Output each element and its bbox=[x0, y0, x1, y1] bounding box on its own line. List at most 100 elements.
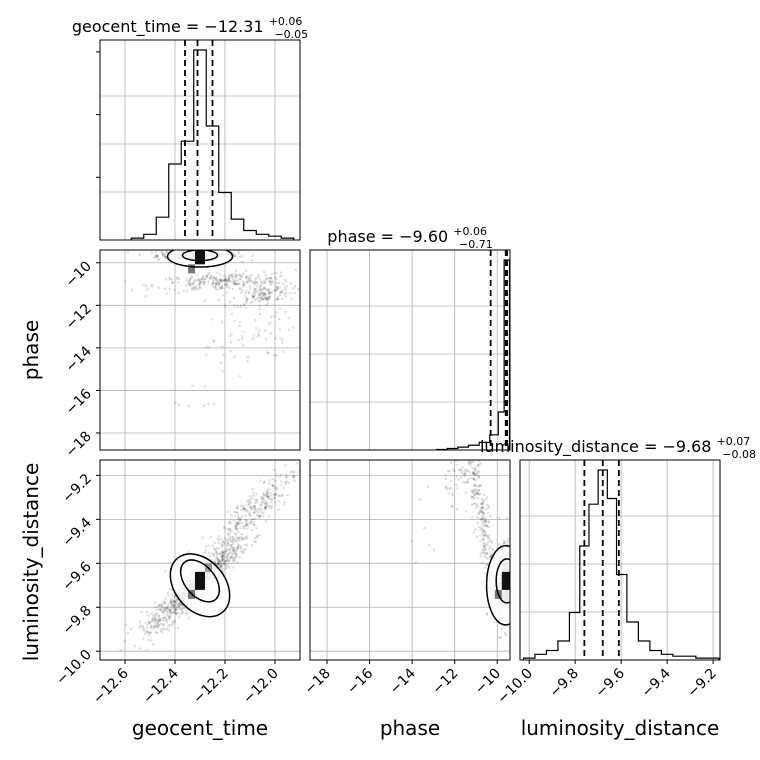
scatter-point bbox=[262, 294, 266, 298]
scatter-point bbox=[234, 553, 237, 556]
scatter-point bbox=[227, 280, 230, 283]
scatter-point bbox=[238, 539, 241, 542]
scatter-point bbox=[233, 254, 236, 258]
scatter-point bbox=[167, 628, 170, 632]
scatter-point bbox=[262, 497, 265, 500]
scatter-point bbox=[267, 287, 271, 291]
scatter-point bbox=[274, 289, 277, 292]
scatter-point bbox=[180, 607, 184, 611]
scatter-point bbox=[131, 288, 134, 292]
scatter-point bbox=[490, 552, 493, 555]
scatter-point bbox=[230, 545, 233, 548]
scatter-point bbox=[217, 298, 221, 302]
scatter-point bbox=[262, 481, 266, 484]
scatter-point bbox=[169, 608, 172, 611]
scatter-point bbox=[264, 501, 268, 505]
scatter-point bbox=[271, 505, 274, 509]
scatter-point bbox=[221, 544, 225, 547]
scatter-point bbox=[156, 619, 159, 623]
scatter-point bbox=[235, 523, 238, 526]
scatter-point bbox=[233, 254, 237, 258]
y-tick-label: −10 bbox=[63, 258, 95, 290]
scatter-point bbox=[257, 293, 261, 297]
scatter-point bbox=[227, 274, 231, 277]
scatter-point bbox=[279, 483, 283, 487]
scatter-point bbox=[302, 465, 305, 468]
scatter-point bbox=[480, 517, 484, 521]
scatter-point bbox=[165, 613, 169, 616]
scatter-point bbox=[242, 527, 245, 530]
scatter-point bbox=[223, 550, 227, 554]
scatter-point bbox=[214, 549, 218, 553]
scatter-point bbox=[481, 502, 484, 506]
scatter-point bbox=[236, 282, 239, 286]
scatter-point bbox=[213, 541, 216, 544]
histogram-step bbox=[435, 259, 511, 451]
scatter-point bbox=[141, 624, 144, 628]
scatter-point bbox=[483, 516, 487, 520]
density-peak bbox=[501, 571, 510, 590]
scatter-point bbox=[161, 253, 165, 256]
scatter-point bbox=[187, 281, 190, 285]
scatter-point bbox=[223, 527, 227, 530]
scatter-point bbox=[204, 545, 208, 548]
scatter-point bbox=[281, 341, 284, 345]
scatter-point bbox=[480, 498, 484, 501]
scatter-point bbox=[288, 291, 292, 295]
scatter-point bbox=[155, 625, 159, 629]
scatter-point bbox=[209, 535, 213, 539]
scatter-point bbox=[228, 527, 231, 531]
scatter-point bbox=[255, 297, 259, 300]
scatter-point bbox=[241, 551, 245, 554]
scatter-point bbox=[167, 608, 170, 611]
scatter-point bbox=[248, 503, 251, 507]
scatter-point bbox=[498, 516, 501, 520]
scatter-point bbox=[255, 327, 258, 330]
scatter-point bbox=[237, 250, 240, 253]
scatter-point bbox=[302, 305, 305, 308]
scatter-point bbox=[455, 463, 459, 467]
scatter-point bbox=[463, 416, 466, 419]
scatter-point bbox=[470, 461, 473, 464]
scatter-point bbox=[196, 273, 200, 277]
x-tick-label: −9.6 bbox=[593, 665, 628, 700]
scatter-point bbox=[188, 279, 192, 282]
scatter-point bbox=[142, 628, 145, 631]
scatter-point bbox=[220, 564, 224, 568]
scatter-point bbox=[265, 277, 268, 280]
scatter-point bbox=[266, 302, 270, 305]
scatter-point bbox=[466, 480, 469, 484]
scatter-point bbox=[207, 346, 211, 349]
scatter-point bbox=[176, 626, 180, 629]
scatter-point bbox=[263, 292, 266, 295]
scatter-point bbox=[484, 519, 488, 523]
scatter-point bbox=[227, 529, 231, 532]
scatter-point bbox=[282, 350, 285, 353]
scatter-point bbox=[223, 556, 226, 560]
scatter-point bbox=[217, 278, 221, 282]
scatter-point bbox=[257, 514, 261, 518]
scatter-point bbox=[129, 627, 133, 631]
scatter-point bbox=[246, 360, 249, 363]
scatter-point bbox=[222, 353, 225, 357]
scatter-point bbox=[263, 286, 266, 289]
scatter-point bbox=[143, 632, 147, 635]
scatter-point bbox=[161, 610, 164, 614]
scatter-point bbox=[191, 282, 194, 286]
scatter-point bbox=[278, 286, 282, 290]
scatter-point bbox=[432, 548, 436, 552]
scatter-point bbox=[458, 457, 461, 460]
scatter-point bbox=[249, 501, 253, 504]
scatter-point bbox=[280, 290, 283, 294]
scatter-point bbox=[486, 557, 490, 560]
scatter-point bbox=[455, 507, 459, 511]
scatter-point bbox=[480, 510, 483, 513]
scatter-point bbox=[284, 291, 288, 295]
scatter-point bbox=[297, 287, 300, 291]
scatter-point bbox=[489, 540, 493, 543]
scatter-point bbox=[163, 608, 166, 611]
y-tick-label: −9.4 bbox=[59, 515, 94, 550]
scatter-point bbox=[267, 487, 271, 491]
scatter-point bbox=[233, 532, 237, 535]
scatter-point bbox=[252, 280, 256, 284]
